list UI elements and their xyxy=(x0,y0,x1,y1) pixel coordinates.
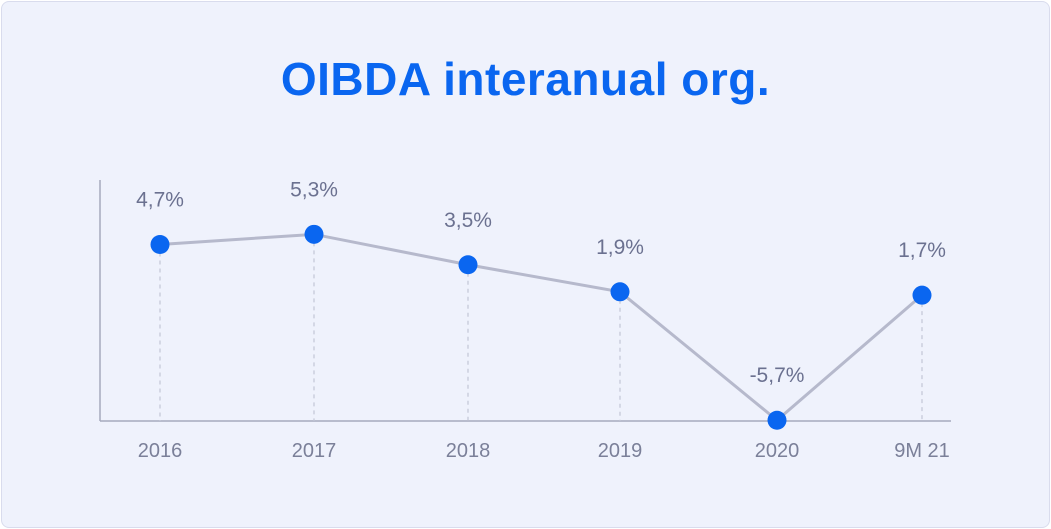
data-label: 3,5% xyxy=(444,209,492,232)
x-tick-label: 2020 xyxy=(755,440,800,462)
series-line xyxy=(159,232,923,423)
data-points xyxy=(150,224,932,430)
data-label: -5,7% xyxy=(750,364,805,387)
x-tick-label: 2017 xyxy=(292,440,337,462)
x-tick-label: 2018 xyxy=(446,440,491,462)
data-label: 1,7% xyxy=(898,239,946,262)
data-point xyxy=(458,255,478,275)
x-tick-label: 2019 xyxy=(598,440,643,462)
x-tick-labels: 2016 2017 2018 2019 2020 9M 21 xyxy=(138,440,950,462)
data-point xyxy=(767,410,787,430)
data-point xyxy=(150,234,170,254)
data-label: 1,9% xyxy=(596,236,644,259)
data-label: 4,7% xyxy=(136,188,184,211)
data-label: 5,3% xyxy=(290,178,338,201)
axes xyxy=(99,180,951,422)
data-point xyxy=(912,285,932,305)
chart-title: OIBDA interanual org. xyxy=(280,53,771,105)
x-tick-label: 2016 xyxy=(138,440,183,462)
data-labels: 4,7% 5,3% 3,5% 1,9% -5,7% 1,7% xyxy=(136,178,946,387)
x-tick-label: 9M 21 xyxy=(894,440,950,462)
data-point xyxy=(304,224,324,244)
data-point xyxy=(610,282,630,302)
